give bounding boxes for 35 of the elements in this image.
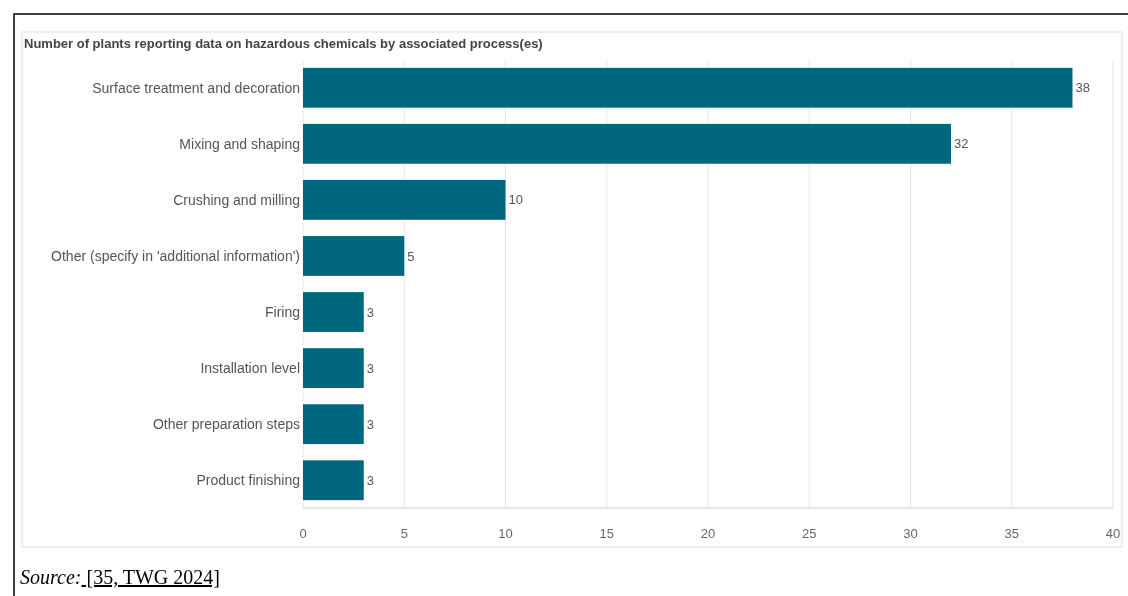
data-label: 3 (366, 360, 374, 376)
x-tick-label: 0 (299, 526, 307, 541)
source-note: Source: [35, TWG 2024] (20, 566, 220, 588)
y-tick-label: Mixing and shaping (179, 135, 300, 152)
y-tick-label: Other (specify in 'additional information') (51, 247, 300, 264)
y-tick-label: Firing (264, 303, 300, 320)
bar (303, 236, 405, 276)
data-label: 38 (1075, 80, 1090, 96)
y-tick-label: Other preparation steps (152, 416, 300, 433)
x-tick-label: 40 (1105, 526, 1121, 541)
x-tick-label: 35 (1004, 526, 1019, 541)
y-tick-label: Crushing and milling (173, 191, 300, 208)
data-label: 32 (954, 136, 969, 152)
data-label: 3 (366, 472, 374, 488)
x-tick-label: 15 (599, 526, 614, 541)
x-tick-label: 30 (903, 526, 918, 541)
data-label: 10 (508, 192, 523, 208)
bar (303, 179, 506, 220)
chart-title: Number of plants reporting data on hazardous chemicals by associated process(es) (24, 36, 543, 51)
data-label: 5 (407, 248, 415, 264)
bar (303, 67, 1073, 108)
x-tick-label: 10 (498, 526, 513, 541)
data-label: 3 (366, 416, 374, 432)
y-tick-label: Installation level (200, 360, 300, 377)
x-tick-label: 5 (400, 526, 408, 541)
bar (303, 292, 364, 332)
bar (303, 460, 364, 501)
data-label: 3 (366, 304, 374, 320)
bar (303, 404, 364, 445)
bar (303, 348, 364, 389)
y-tick-label: Surface treatment and decoration (92, 79, 300, 96)
bar (303, 123, 951, 164)
y-tick-label: Product finishing (196, 472, 300, 489)
x-tick-label: 25 (802, 526, 817, 541)
x-tick-label: 20 (700, 526, 716, 541)
